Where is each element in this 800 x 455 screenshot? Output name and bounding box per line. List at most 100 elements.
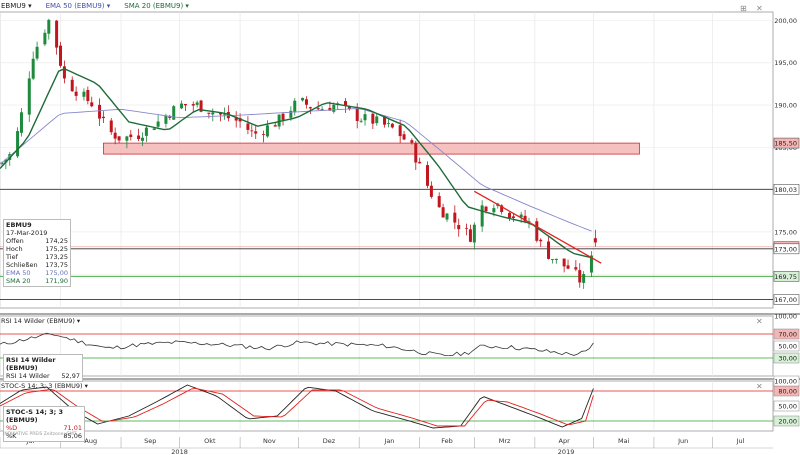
candle-body (344, 101, 348, 106)
candle-body (320, 109, 324, 111)
candle-body (554, 258, 558, 260)
pane-frame-stoc (0, 380, 774, 432)
price-tag-label: 185,50 (774, 140, 797, 148)
rsi-legend-title: RSI 14 Wilder (EBMU9) (6, 356, 56, 372)
candle-body (582, 274, 586, 283)
candle-body (129, 134, 133, 138)
legend-row-high: Hoch 175,25 (6, 245, 68, 253)
candle-body (31, 58, 35, 79)
candle-body (109, 120, 113, 133)
candle-body (0, 162, 4, 164)
sma-selector[interactable]: SMA 20 (EBMU9) ▾ (124, 2, 189, 10)
candle-body (144, 127, 148, 136)
rsi-level-tag (773, 328, 800, 340)
candle-body (347, 106, 351, 109)
rsi-legend: RSI 14 Wilder (EBMU9) RSI 14 Wilder 52,97 (3, 354, 83, 382)
legend-row-sma: SMA 20 171,90 (6, 277, 68, 285)
stoc-y-tick-label: 100,00 (774, 378, 797, 386)
candle-body (19, 112, 23, 133)
candle-body (82, 91, 86, 97)
candle-body (578, 270, 582, 283)
rsi-y-tick-label: 100,00 (774, 313, 797, 321)
stoc-close-icon[interactable]: ✕ (756, 382, 763, 391)
candle-body (484, 206, 488, 212)
stoc-legend-title: STOC-S 14; 3; 3 (EBMU9) (6, 408, 64, 424)
price-tag (773, 184, 800, 195)
candle-body (62, 66, 66, 79)
price-tag-label: 167,00 (774, 296, 797, 304)
candle-body (386, 123, 390, 124)
candle-body (180, 103, 184, 109)
candle-body (355, 107, 359, 121)
legend-row-close: Schließen 173,75 (6, 261, 68, 269)
candle-body (550, 259, 554, 261)
candle-body (207, 112, 211, 114)
candle-body (27, 78, 31, 115)
candle-body (328, 107, 332, 111)
resistance-zone (103, 142, 640, 155)
candle-body (254, 131, 258, 134)
legend-row-low: Tief 173,25 (6, 253, 68, 261)
price-tag (773, 137, 800, 149)
candle-body (293, 100, 297, 113)
candle-body (371, 113, 375, 124)
candle-body (437, 196, 441, 208)
rsi-selector[interactable]: RSI 14 Wilder (EBMU9) ▾ (1, 317, 81, 325)
candle-body (152, 128, 156, 131)
stoc-line-k (0, 384, 594, 429)
candle-body (250, 130, 254, 132)
candle-body (375, 116, 379, 124)
candle-body (183, 103, 187, 106)
year-label: 2019 (558, 448, 575, 455)
price-tag-label: 180,03 (774, 186, 797, 194)
candle-body (273, 125, 277, 127)
year-label: 2018 (171, 448, 188, 455)
y-tick-label: 195,00 (774, 59, 797, 67)
candle-body (511, 216, 515, 219)
stoc-y-tick-label: 50,00 (778, 403, 797, 411)
candle-body (234, 117, 238, 121)
expand-icon[interactable]: ⊞ (740, 4, 747, 13)
candle-body (519, 214, 523, 218)
rsi-level-tag-label: 30,00 (778, 355, 797, 363)
stoc-selector[interactable]: STOC-S 14; 3; 3 (EBMU9) ▾ (1, 382, 88, 390)
candle-body (316, 108, 320, 110)
price-tag-label: 169,75 (774, 273, 797, 281)
x-tick-label: Jul (736, 437, 745, 445)
stoc-y-tick-label: 80,00 (778, 388, 797, 396)
candle-body (593, 238, 597, 243)
legend-title: EBMU9 (6, 221, 32, 229)
rsi-close-icon[interactable]: ✕ (756, 317, 763, 326)
candle-body (414, 143, 418, 163)
ema-selector[interactable]: EMA 50 (EBMU9) ▾ (45, 2, 111, 10)
x-tick-label: Jan (383, 437, 394, 445)
candle-body (547, 241, 551, 259)
x-tick-label: Nov (263, 437, 276, 445)
y-tick-label: 190,00 (774, 102, 797, 110)
candle-body (402, 134, 406, 140)
candle-body (425, 165, 429, 186)
candle-body (101, 116, 105, 119)
candle-body (74, 91, 78, 96)
trendline (474, 190, 602, 264)
candle-body (222, 114, 226, 116)
y-tick-label: 200,00 (774, 17, 797, 25)
close-icon[interactable]: ✕ (756, 4, 763, 13)
legend-date: 17-Mar-2019 (6, 229, 48, 237)
candle-body (398, 125, 402, 137)
candle-body (418, 161, 422, 164)
candle-body (304, 99, 308, 105)
candle-body (164, 115, 168, 124)
rsi-level-tag (773, 340, 800, 352)
candle-body (98, 104, 102, 119)
candle-body (523, 215, 527, 222)
candle-body (211, 112, 215, 115)
stoc-legend-row-d: %D 71,01 (6, 424, 82, 432)
candle-body (507, 212, 511, 218)
price-tag (773, 243, 800, 255)
symbol-selector[interactable]: EBMU9 ▾ (1, 2, 32, 10)
x-tick-label: Mrz (499, 437, 511, 445)
price-tag (773, 294, 800, 305)
candle-body (468, 229, 472, 242)
candle-body (492, 208, 496, 213)
